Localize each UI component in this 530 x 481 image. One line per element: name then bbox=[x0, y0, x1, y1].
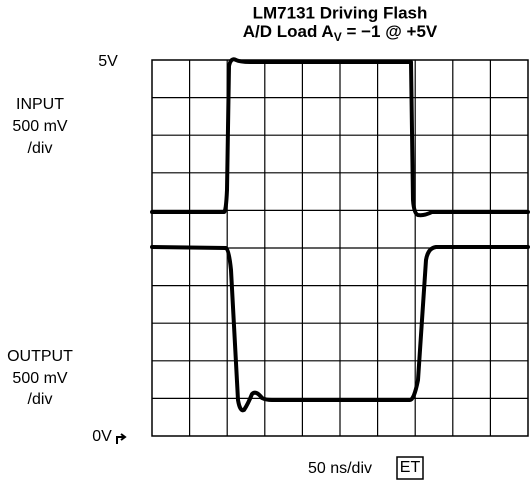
title-part: = −1 @ +5V bbox=[342, 22, 438, 41]
input-trace bbox=[150, 57, 530, 218]
output-div: /div bbox=[28, 391, 53, 408]
input-label: INPUT bbox=[16, 96, 64, 113]
top-level-label: 5V bbox=[98, 53, 118, 70]
input-div: /div bbox=[28, 140, 53, 157]
title-line2: A/D Load AV = −1 @ +5V bbox=[243, 22, 438, 44]
badge-label: ET bbox=[400, 459, 421, 476]
output-scale: 500 mV bbox=[12, 370, 67, 387]
output-trace bbox=[150, 245, 530, 413]
badge-box bbox=[396, 456, 424, 480]
title-subscript: V bbox=[334, 30, 342, 44]
title-part: A/D Load A bbox=[243, 22, 334, 41]
title-line1: LM7131 Driving Flash bbox=[253, 3, 428, 22]
input-scale: 500 mV bbox=[12, 118, 67, 135]
bottom-level-label: 0V bbox=[92, 428, 112, 445]
timebase-label: 50 ns/div bbox=[308, 460, 372, 477]
ground-marker bbox=[116, 433, 127, 444]
output-label: OUTPUT bbox=[7, 348, 73, 365]
